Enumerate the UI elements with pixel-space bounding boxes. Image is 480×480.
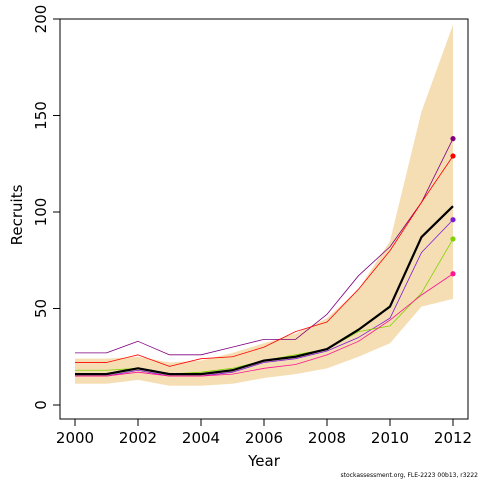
series-end-point-3 bbox=[450, 153, 456, 159]
series-end-point-4 bbox=[450, 217, 456, 223]
x-tick-label: 2000 bbox=[56, 429, 94, 447]
y-tick-label: 0 bbox=[32, 400, 50, 410]
confidence-band-layer bbox=[75, 24, 453, 386]
x-tick-label: 2012 bbox=[434, 429, 472, 447]
y-tick-label: 100 bbox=[32, 198, 50, 227]
y-tick-label: 200 bbox=[32, 5, 50, 34]
series-end-point-5 bbox=[450, 236, 456, 242]
series-line-6 bbox=[75, 273, 454, 377]
x-tick-label: 2006 bbox=[245, 429, 283, 447]
footnote: stockassessment.org, FLE-2223 00b13, r32… bbox=[340, 472, 479, 479]
x-axis: 2000 2002 2004 2006 2008 2010 2012 bbox=[56, 418, 472, 447]
y-axis-label: Recruits bbox=[8, 184, 26, 245]
y-axis: 0 50 100 150 200 bbox=[32, 5, 61, 410]
series-line-4 bbox=[75, 219, 454, 377]
x-tick-label: 2010 bbox=[371, 429, 409, 447]
confidence-band bbox=[75, 24, 453, 386]
y-tick-label: 150 bbox=[32, 101, 50, 130]
series-line-1 bbox=[75, 205, 454, 376]
x-tick-label: 2002 bbox=[119, 429, 157, 447]
series-end-point-6 bbox=[450, 271, 456, 277]
series-line-2 bbox=[75, 138, 454, 356]
x-axis-label: Year bbox=[247, 452, 281, 470]
series-layer bbox=[75, 136, 456, 377]
x-tick-label: 2004 bbox=[182, 429, 220, 447]
y-tick-label: 50 bbox=[32, 299, 50, 318]
series-line-3 bbox=[75, 155, 454, 367]
x-tick-label: 2008 bbox=[308, 429, 346, 447]
series-end-point-2 bbox=[450, 136, 456, 142]
